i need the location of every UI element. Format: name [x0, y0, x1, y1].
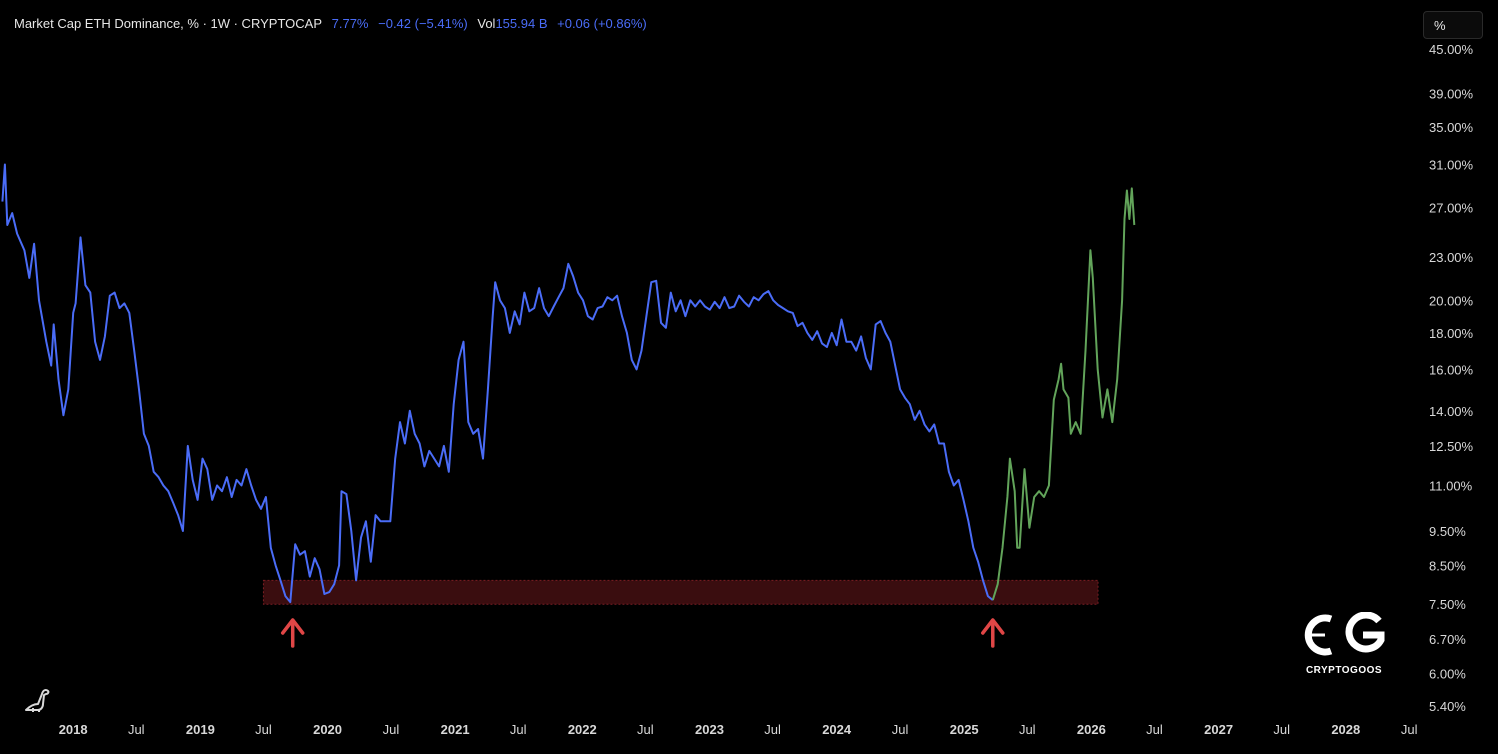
x-tick-label: 2018	[59, 722, 88, 737]
x-tick-label: Jul	[1019, 722, 1036, 737]
volume-value: 155.94 B	[495, 16, 548, 31]
y-tick-label: 6.00%	[1429, 666, 1466, 681]
x-tick-label: 2027	[1204, 722, 1233, 737]
x-axis[interactable]: 2018 Jul 2019 Jul 2020 Jul 2021 Jul 2022 Jul 2023 J…	[59, 722, 1418, 737]
x-tick-label: 2021	[441, 722, 470, 737]
x-tick-label: Jul	[1146, 722, 1163, 737]
y-tick-label: 12.50%	[1429, 439, 1474, 454]
series-layer	[1, 163, 1136, 604]
x-tick-label: 2019	[186, 722, 215, 737]
x-tick-label: Jul	[892, 722, 909, 737]
y-tick-label: 20.00%	[1429, 293, 1474, 308]
y-tick-label: 8.50%	[1429, 558, 1466, 573]
y-tick-label: 31.00%	[1429, 157, 1474, 172]
dino-glyph	[25, 689, 50, 712]
arrow-up-icon	[981, 618, 1005, 648]
x-tick-label: Jul	[128, 722, 145, 737]
arrow-up-icon	[280, 618, 305, 648]
chart-header: Market Cap ETH Dominance, % · 1W · CRYPT…	[14, 16, 653, 31]
arrow-layer	[280, 618, 1005, 648]
price-change: −0.42 (−5.41%)	[378, 16, 468, 31]
x-tick-label: Jul	[383, 722, 400, 737]
history-series-line	[1, 163, 994, 604]
y-tick-label: 5.40%	[1429, 699, 1466, 714]
x-tick-label: 2026	[1077, 722, 1106, 737]
support-zone-layer	[262, 579, 1099, 605]
x-tick-label: 2028	[1331, 722, 1360, 737]
volume-label: Vol	[477, 16, 496, 31]
x-tick-label: Jul	[510, 722, 527, 737]
symbol-title: Market Cap ETH Dominance, % · 1W · CRYPT…	[14, 16, 322, 31]
x-tick-label: 2020	[313, 722, 342, 737]
projection-series-line	[991, 187, 1136, 601]
y-tick-label: 18.00%	[1429, 326, 1474, 341]
x-tick-label: 2024	[822, 722, 852, 737]
y-tick-label: 14.00%	[1429, 404, 1474, 419]
support-zone	[262, 579, 1099, 605]
x-tick-label: Jul	[764, 722, 781, 737]
y-tick-label: 11.00%	[1429, 479, 1473, 494]
cryptogoos-logo: CRYPTOGOOS	[1298, 611, 1390, 676]
y-tick-label: 27.00%	[1429, 200, 1474, 215]
percent-scale-button[interactable]: %	[1423, 11, 1483, 39]
volume-change: +0.06 (+0.86%)	[557, 16, 647, 31]
x-tick-label: Jul	[1401, 722, 1418, 737]
x-tick-label: Jul	[637, 722, 654, 737]
y-tick-label: 45.00%	[1429, 42, 1474, 57]
x-tick-label: 2022	[568, 722, 597, 737]
cg-logo-icon	[1304, 611, 1385, 656]
x-tick-label: 2025	[950, 722, 979, 737]
logo-text: CRYPTOGOOS	[1305, 665, 1383, 676]
last-value: 7.77%	[331, 16, 369, 31]
y-tick-label: 6.70%	[1429, 632, 1466, 647]
y-axis[interactable]: 45.00% 39.00% 35.00% 31.00% 27.00% 23.00% 20.0…	[1429, 42, 1474, 714]
y-tick-label: 9.50%	[1429, 524, 1466, 539]
y-tick-label: 7.50%	[1429, 597, 1466, 612]
y-tick-label: 39.00%	[1429, 86, 1474, 101]
y-tick-label: 23.00%	[1429, 250, 1474, 265]
x-tick-label: 2023	[695, 722, 724, 737]
y-tick-label: 35.00%	[1429, 120, 1474, 135]
x-tick-label: Jul	[1273, 722, 1290, 737]
x-tick-label: Jul	[255, 722, 272, 737]
y-tick-label: 16.00%	[1429, 362, 1474, 377]
dino-icon[interactable]	[22, 682, 54, 719]
